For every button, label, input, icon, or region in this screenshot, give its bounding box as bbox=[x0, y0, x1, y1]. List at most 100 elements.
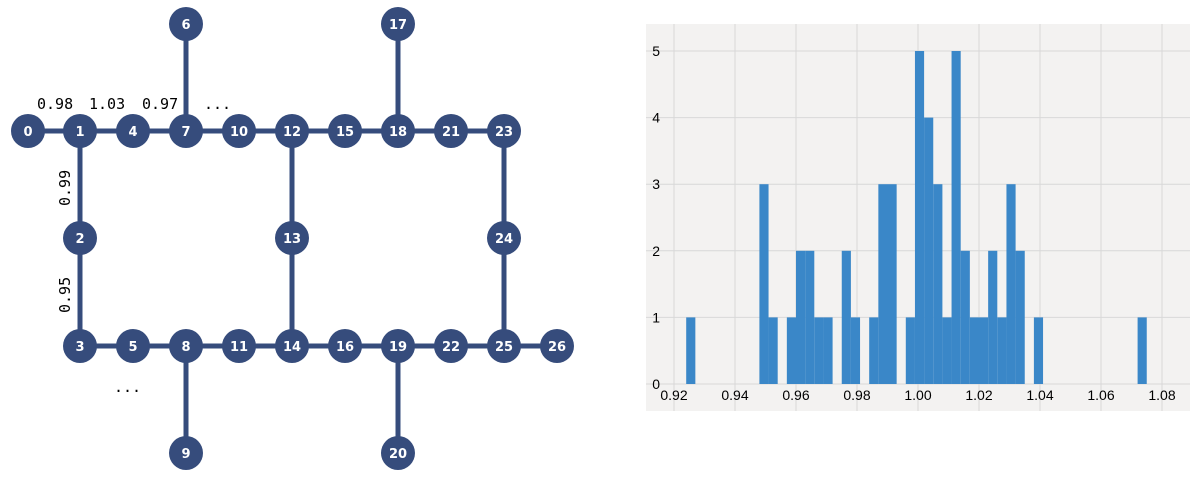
node-circle bbox=[275, 221, 309, 255]
histogram-bar bbox=[997, 317, 1007, 384]
x-tick-label: 1.04 bbox=[1026, 387, 1053, 403]
node-7: 7 bbox=[169, 114, 203, 148]
node-circle bbox=[169, 7, 203, 41]
edge-label-0-1: 0.98 bbox=[37, 95, 73, 113]
histogram-bar bbox=[850, 317, 861, 384]
node-24: 24 bbox=[487, 221, 521, 255]
edge-label-1-4: 1.03 bbox=[89, 95, 125, 113]
node-label: 16 bbox=[336, 340, 354, 355]
node-label: 15 bbox=[336, 125, 354, 140]
node-20: 20 bbox=[381, 436, 415, 470]
node-label: 6 bbox=[181, 18, 190, 33]
node-0: 0 bbox=[11, 114, 45, 148]
histogram-bars bbox=[686, 51, 1147, 384]
node-13: 13 bbox=[275, 221, 309, 255]
node-label: 26 bbox=[548, 340, 566, 355]
node-10: 10 bbox=[222, 114, 256, 148]
histogram-bar bbox=[759, 184, 769, 384]
node-label: 23 bbox=[495, 125, 513, 140]
node-label: 13 bbox=[283, 232, 301, 247]
node-circle bbox=[11, 114, 45, 148]
node-label: 24 bbox=[495, 232, 513, 247]
node-15: 15 bbox=[328, 114, 362, 148]
node-circle bbox=[434, 114, 468, 148]
node-circle bbox=[540, 329, 574, 363]
edge-label-bottom-ellipsis: ... bbox=[114, 378, 141, 396]
node-circle bbox=[381, 114, 415, 148]
node-label: 5 bbox=[128, 340, 137, 355]
node-circle bbox=[116, 114, 150, 148]
node-circle bbox=[63, 114, 97, 148]
histogram-bar bbox=[768, 317, 778, 384]
histogram-bar bbox=[841, 250, 851, 384]
histogram-bar bbox=[823, 317, 833, 384]
node-label: 19 bbox=[389, 340, 407, 355]
node-17: 17 bbox=[381, 7, 415, 41]
histogram-bar bbox=[887, 184, 897, 384]
node-circle bbox=[328, 114, 362, 148]
histogram-bar bbox=[869, 317, 879, 384]
histogram-bar bbox=[960, 250, 970, 384]
node-label: 1 bbox=[75, 125, 84, 140]
node-6: 6 bbox=[169, 7, 203, 41]
node-circle bbox=[328, 329, 362, 363]
node-1: 1 bbox=[63, 114, 97, 148]
node-circle bbox=[381, 436, 415, 470]
histogram-bar bbox=[1015, 250, 1025, 384]
coupling-graph: 0 123456789101112131415161718192021222324… bbox=[11, 7, 574, 470]
node-label: 12 bbox=[283, 125, 301, 140]
node-label: 10 bbox=[230, 125, 248, 140]
x-tick-label: 0.98 bbox=[843, 387, 870, 403]
node-label: 7 bbox=[181, 125, 190, 140]
histogram-bar bbox=[1006, 184, 1016, 384]
edge-label-1-2: 0.99 bbox=[56, 170, 74, 206]
histogram-bar bbox=[1033, 317, 1044, 384]
node-label: 17 bbox=[389, 18, 407, 33]
x-axis-ticks: 0.92 0.94 0.96 0.98 1.00 1.02 1.04 1.06 1.08 bbox=[660, 387, 1175, 403]
node-circle bbox=[63, 329, 97, 363]
node-18: 18 bbox=[381, 114, 415, 148]
node-label: 14 bbox=[283, 340, 301, 355]
y-tick-label: 3 bbox=[652, 176, 660, 192]
histogram-bar bbox=[951, 51, 961, 384]
node-circle bbox=[222, 329, 256, 363]
node-circle bbox=[487, 114, 521, 148]
node-25: 25 bbox=[487, 329, 521, 363]
node-11: 11 bbox=[222, 329, 256, 363]
node-label: 20 bbox=[389, 447, 407, 462]
edge-label-4-7: 0.97 bbox=[142, 95, 178, 113]
node-label: 8 bbox=[181, 340, 190, 355]
node-circle bbox=[434, 329, 468, 363]
histogram-bar bbox=[988, 250, 998, 384]
node-9: 9 bbox=[169, 436, 203, 470]
histogram-bar bbox=[686, 317, 696, 384]
x-tick-label: 1.02 bbox=[965, 387, 992, 403]
node-4: 4 bbox=[116, 114, 150, 148]
edge-label-top-ellipsis: ... bbox=[204, 95, 231, 113]
node-circle bbox=[381, 329, 415, 363]
node-label: 2 bbox=[75, 232, 84, 247]
node-label: 22 bbox=[442, 340, 460, 355]
x-tick-label: 1.08 bbox=[1148, 387, 1175, 403]
node-3: 3 bbox=[63, 329, 97, 363]
histogram-bar bbox=[805, 250, 815, 384]
edge-label-2-3: 0.95 bbox=[56, 277, 74, 313]
x-tick-label: 0.94 bbox=[721, 387, 748, 403]
node-19: 19 bbox=[381, 329, 415, 363]
x-tick-label: 1.06 bbox=[1087, 387, 1114, 403]
node-26: 26 bbox=[540, 329, 574, 363]
node-8: 8 bbox=[169, 329, 203, 363]
node-label: 0 bbox=[23, 125, 32, 140]
histogram-bar bbox=[914, 51, 925, 384]
node-23: 23 bbox=[487, 114, 521, 148]
node-21: 21 bbox=[434, 114, 468, 148]
node-label: 21 bbox=[442, 125, 460, 140]
node-label: 3 bbox=[75, 340, 84, 355]
node-label: 25 bbox=[495, 340, 513, 355]
histogram-bar bbox=[905, 317, 915, 384]
node-5: 5 bbox=[116, 329, 150, 363]
histogram-bar bbox=[933, 184, 943, 384]
node-circle bbox=[169, 329, 203, 363]
histogram-bar bbox=[942, 317, 952, 384]
